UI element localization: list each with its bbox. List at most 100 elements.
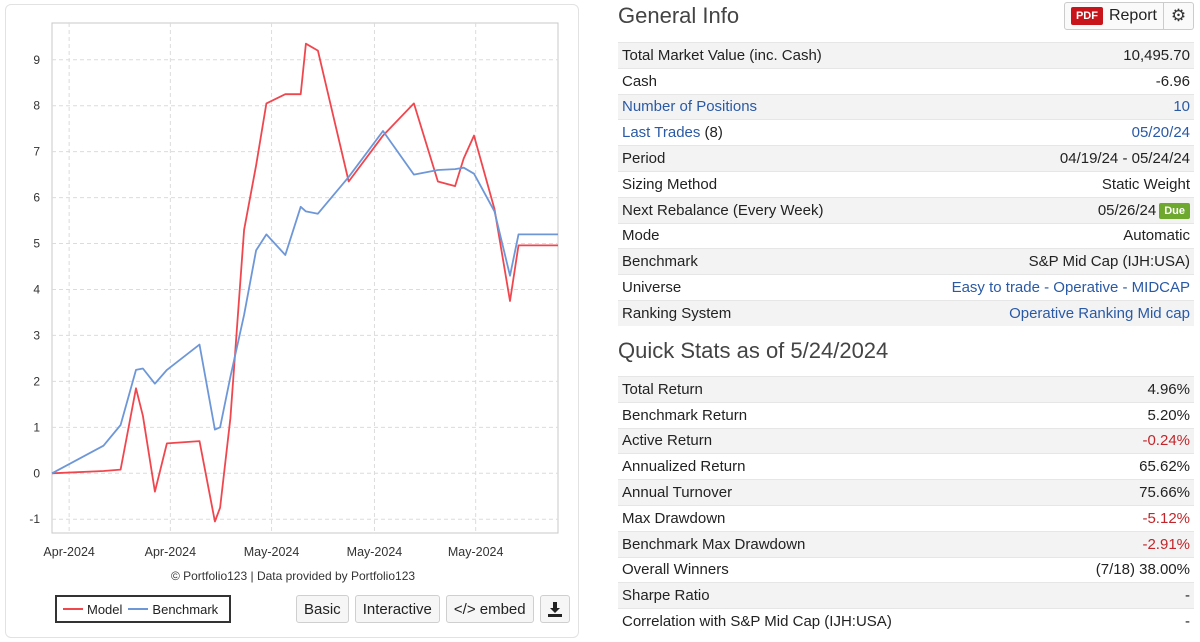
- row-label: Ranking System: [618, 299, 883, 327]
- table-row: Benchmark Max Drawdown -2.91%: [618, 530, 1194, 558]
- positions-count-link[interactable]: 10: [1173, 98, 1190, 116]
- y-tick-label: 5: [33, 237, 40, 251]
- total-market-value: 10,495.70: [882, 42, 1194, 69]
- table-row: Correlation with S&P Mid Cap (IJH:USA) -: [618, 608, 1194, 635]
- ranking-system-link[interactable]: Operative Ranking Mid cap: [1009, 305, 1190, 323]
- row-label: Total Market Value (inc. Cash): [618, 42, 883, 69]
- report-controls: PDF Report ⚙: [1063, 2, 1194, 30]
- chart-panel: -1 0 1 2 3 4 5 6 7 8 9 Apr-2024 Apr-2024 May-2024 May-…: [5, 4, 579, 638]
- row-label: Max Drawdown: [618, 504, 1040, 532]
- chart-mode-buttons: Basic Interactive </> embed: [296, 595, 570, 623]
- sizing-method-value: Static Weight: [882, 170, 1194, 198]
- sharpe-ratio-value: -: [1039, 582, 1194, 609]
- last-trades-count: (8): [700, 124, 723, 142]
- table-row: Universe Easy to trade - Operative - MID…: [618, 274, 1194, 301]
- plot-area: [51, 22, 559, 534]
- y-tick-label: 0: [33, 466, 40, 480]
- last-trade-date-link[interactable]: 05/20/24: [1131, 124, 1190, 142]
- active-return-value: -0.24%: [1039, 427, 1194, 454]
- settings-button[interactable]: ⚙: [1164, 2, 1194, 30]
- row-label: Period: [618, 145, 883, 172]
- table-row: Next Rebalance (Every Week) 05/26/24 Due: [618, 196, 1194, 224]
- number-of-positions-link[interactable]: Number of Positions: [622, 98, 758, 116]
- benchmark-max-drawdown-value: -2.91%: [1039, 530, 1194, 558]
- row-label: Next Rebalance (Every Week): [618, 196, 883, 224]
- chart-credit: © Portfolio123 | Data provided by Portfo…: [170, 569, 416, 583]
- embed-button[interactable]: </> embed: [445, 595, 534, 623]
- basic-button[interactable]: Basic: [296, 595, 349, 623]
- table-row: Max Drawdown -5.12%: [618, 504, 1194, 532]
- mode-value: Automatic: [882, 222, 1194, 249]
- table-row: Period 04/19/24 - 05/24/24: [618, 145, 1194, 172]
- model-swatch: [63, 608, 83, 610]
- row-label: Correlation with S&P Mid Cap (IJH:USA): [618, 608, 1040, 635]
- cash-value: -6.96: [882, 67, 1194, 95]
- table-row: Sizing Method Static Weight: [618, 170, 1194, 198]
- y-tick-label: 6: [33, 191, 40, 205]
- row-label: Universe: [618, 274, 883, 301]
- table-row: Last Trades (8) 05/20/24: [618, 119, 1194, 146]
- y-tick-label: 4: [33, 282, 40, 296]
- benchmark-swatch: [128, 608, 149, 610]
- row-label: Sizing Method: [618, 170, 883, 198]
- y-tick-label: 7: [33, 145, 40, 159]
- interactive-button[interactable]: Interactive: [354, 595, 440, 623]
- table-row: Annual Turnover 75.66%: [618, 479, 1194, 506]
- table-row: Cash -6.96: [618, 67, 1194, 95]
- legend-item-model[interactable]: Model: [63, 602, 122, 617]
- due-badge: Due: [1159, 202, 1190, 219]
- row-label: Annual Turnover: [618, 479, 1040, 506]
- annual-turnover-value: 75.66%: [1039, 479, 1194, 506]
- annualized-return-value: 65.62%: [1039, 453, 1194, 480]
- performance-chart[interactable]: -1 0 1 2 3 4 5 6 7 8 9 Apr-2024 Apr-2024 May-2024 May-…: [6, 5, 580, 565]
- x-tick-label: May-2024: [244, 545, 300, 559]
- universe-link[interactable]: Easy to trade - Operative - MIDCAP: [951, 279, 1190, 297]
- legend-label-benchmark: Benchmark: [152, 601, 219, 617]
- table-row: Active Return -0.24%: [618, 427, 1194, 454]
- last-trades-link[interactable]: Last Trades: [622, 124, 701, 142]
- table-row: Total Market Value (inc. Cash) 10,495.70: [618, 42, 1194, 69]
- benchmark-series-line: [51, 130, 558, 475]
- model-series-line: [51, 42, 558, 523]
- y-tick-label: 1: [33, 420, 40, 434]
- max-drawdown-value: -5.12%: [1039, 504, 1194, 532]
- quick-stats-table: Total Return 4.96% Benchmark Return 5.20…: [618, 376, 1194, 635]
- table-row: Annualized Return 65.62%: [618, 453, 1194, 480]
- benchmark-return-value: 5.20%: [1039, 401, 1194, 429]
- row-label: Active Return: [618, 427, 1040, 454]
- x-tick-label: Apr-2024: [43, 545, 94, 559]
- report-label: Report: [1108, 7, 1157, 24]
- download-icon: [547, 601, 562, 617]
- table-row: Benchmark Return 5.20%: [618, 401, 1194, 429]
- benchmark-value: S&P Mid Cap (IJH:USA): [882, 248, 1194, 275]
- y-tick-label: 9: [33, 53, 40, 67]
- row-label: Mode: [618, 222, 883, 249]
- download-button[interactable]: [539, 595, 570, 623]
- table-row: Total Return 4.96%: [618, 376, 1194, 403]
- row-label: Benchmark Return: [618, 401, 1040, 429]
- row-label: Overall Winners: [618, 556, 1040, 583]
- legend-item-benchmark[interactable]: Benchmark: [128, 602, 218, 617]
- pdf-icon: PDF: [1070, 7, 1103, 25]
- gear-icon: ⚙: [1170, 6, 1187, 25]
- y-tick-label: 3: [33, 328, 40, 342]
- row-label: Benchmark Max Drawdown: [618, 530, 1040, 558]
- correlation-value: -: [1039, 608, 1194, 635]
- table-row: Benchmark S&P Mid Cap (IJH:USA): [618, 248, 1194, 275]
- legend-label-model: Model: [87, 601, 123, 617]
- row-label: Total Return: [618, 376, 1040, 403]
- overall-winners-value: (7/18) 38.00%: [1039, 556, 1194, 583]
- row-label: Cash: [618, 67, 883, 95]
- table-row: Sharpe Ratio -: [618, 582, 1194, 609]
- row-label: Annualized Return: [618, 453, 1040, 480]
- chart-legend: Model Benchmark: [55, 595, 231, 623]
- next-rebalance-date: 05/26/24: [1097, 201, 1157, 219]
- total-return-value: 4.96%: [1039, 376, 1194, 403]
- quick-stats-title: Quick Stats as of 5/24/2024: [618, 338, 889, 363]
- pdf-report-button[interactable]: PDF Report: [1063, 2, 1164, 30]
- general-info-table: Total Market Value (inc. Cash) 10,495.70…: [618, 42, 1194, 327]
- general-info-title: General Info: [618, 3, 740, 28]
- y-tick-label: 2: [33, 374, 40, 388]
- table-row: Number of Positions 10: [618, 93, 1194, 120]
- x-tick-label: May-2024: [448, 545, 504, 559]
